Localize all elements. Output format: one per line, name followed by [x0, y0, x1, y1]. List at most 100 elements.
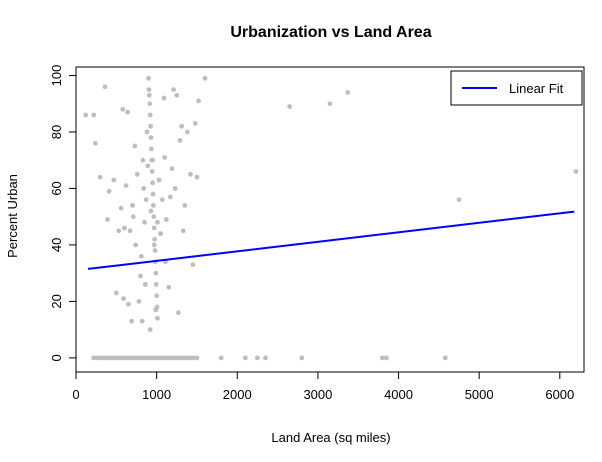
data-point [116, 228, 122, 234]
x-axis: 0 1000 2000 3000 4000 5000 6000 [72, 371, 574, 402]
data-point [172, 186, 178, 191]
legend-label: Linear Fit [509, 81, 564, 96]
data-point [140, 157, 146, 163]
data-point [456, 197, 462, 203]
data-point [192, 121, 198, 126]
data-point [169, 166, 175, 172]
data-point [91, 112, 97, 118]
data-point [138, 253, 144, 259]
data-point [144, 129, 150, 135]
y-tick-label: 20 [49, 294, 64, 308]
y-axis: 0 20 40 60 80 100 [49, 65, 77, 361]
data-point [345, 90, 351, 95]
data-point [188, 171, 193, 177]
x-axis-label: Land Area (sq miles) [271, 430, 390, 445]
data-point [121, 296, 126, 301]
data-point [573, 169, 579, 174]
data-point [118, 205, 124, 211]
data-point [299, 355, 305, 361]
data-point [150, 180, 156, 186]
data-point [242, 355, 248, 361]
data-point [151, 242, 157, 248]
data-point [147, 101, 153, 107]
y-tick-label: 60 [49, 181, 64, 195]
data-point [149, 169, 155, 174]
data-point [142, 219, 147, 225]
data-point [159, 197, 165, 203]
x-tick-label: 4000 [384, 387, 413, 402]
data-point [263, 355, 268, 361]
y-tick-label: 100 [49, 65, 64, 87]
data-point [153, 282, 159, 287]
data-point [97, 174, 103, 180]
data-point [121, 225, 127, 231]
y-tick-label: 80 [49, 125, 64, 139]
x-tick-label: 0 [72, 387, 79, 402]
legend: Linear Fit [450, 70, 583, 106]
data-point [152, 248, 158, 253]
data-point [146, 87, 152, 92]
data-point [163, 217, 169, 222]
plot-area [83, 75, 579, 361]
data-point [218, 355, 224, 361]
data-point [148, 135, 154, 141]
data-point [155, 315, 160, 321]
data-point [129, 318, 135, 324]
data-point [113, 290, 119, 296]
x-tick-label: 2000 [223, 387, 252, 402]
x-tick-label: 1000 [142, 387, 171, 402]
data-point [102, 84, 108, 90]
data-point [151, 225, 157, 231]
data-point [146, 75, 151, 81]
data-point [148, 123, 153, 129]
data-point [150, 191, 156, 197]
data-point [287, 104, 293, 109]
data-point [153, 270, 159, 276]
linear-fit-line [87, 210, 575, 270]
data-point [177, 138, 183, 143]
data-point [142, 282, 148, 287]
data-point [202, 75, 208, 81]
data-point [182, 202, 188, 208]
data-point [327, 101, 333, 107]
data-point [161, 95, 167, 101]
data-point [150, 157, 156, 163]
data-point [151, 214, 157, 220]
data-point [156, 177, 162, 183]
data-point [442, 355, 448, 361]
data-point [106, 188, 112, 194]
data-point [171, 87, 176, 92]
data-point [146, 92, 152, 98]
data-point [148, 208, 154, 214]
data-point [127, 228, 133, 234]
data-point [143, 197, 149, 203]
data-point [132, 143, 138, 149]
data-point [151, 202, 156, 208]
data-point [130, 202, 135, 208]
data-point [154, 293, 160, 299]
data-point [194, 174, 200, 180]
data-point [194, 355, 200, 361]
data-point [126, 301, 131, 307]
data-point [120, 106, 126, 112]
data-point [384, 355, 389, 361]
data-point [141, 186, 147, 191]
data-point [155, 219, 160, 225]
data-point [105, 217, 110, 222]
data-point [125, 109, 131, 115]
data-point [147, 112, 153, 118]
data-point [133, 242, 139, 248]
data-point [139, 318, 145, 324]
data-point [190, 262, 196, 268]
data-point [111, 177, 117, 183]
chart-title: Urbanization vs Land Area [230, 24, 431, 41]
x-tick-label: 3000 [303, 387, 332, 402]
data-point [184, 129, 190, 135]
data-point [196, 98, 201, 104]
data-point [83, 112, 89, 118]
data-point [166, 284, 172, 290]
data-point [176, 310, 181, 316]
data-point [130, 214, 136, 220]
y-tick-label: 0 [49, 354, 64, 361]
